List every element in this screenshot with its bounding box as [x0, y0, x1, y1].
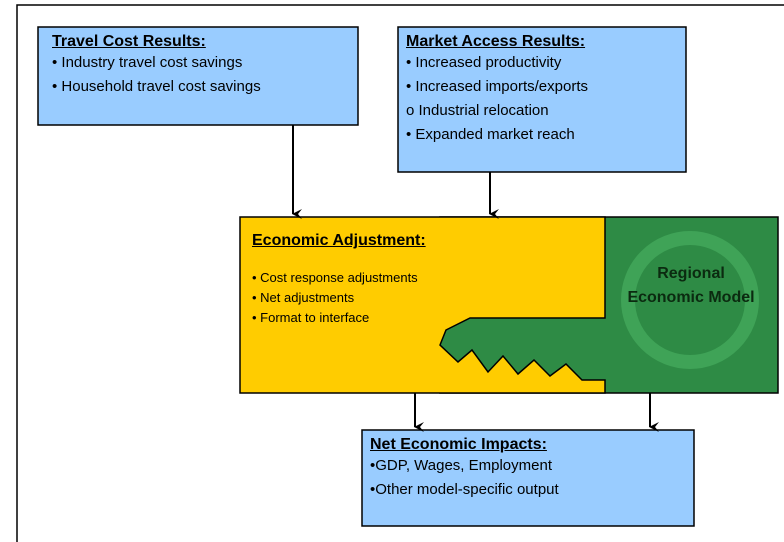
- regional-model-text: Regional Economic Model: [598, 262, 784, 310]
- market-access-text: Market Access Results: • Increased produ…: [406, 33, 588, 147]
- box-title: Market Access Results:: [406, 33, 586, 50]
- travel-cost-box: [37, 26, 359, 126]
- frame: [16, 4, 784, 542]
- travel-cost-text: Travel Cost Results: • Industry travel c…: [52, 33, 261, 99]
- box-title: Net Economic Impacts:: [370, 436, 547, 453]
- bullet: • Increased productivity: [406, 54, 562, 71]
- bullet: • Net adjustments: [252, 290, 355, 305]
- bullet: • Increased imports/exports: [406, 78, 588, 95]
- model-watermark: [621, 231, 759, 369]
- bullet: • Cost response adjustments: [252, 270, 418, 285]
- bullet: o Industrial relocation: [406, 102, 549, 119]
- economic-adjustment-box: [239, 216, 606, 394]
- bullet: • Expanded market reach: [406, 126, 575, 143]
- bullet: • Household travel cost savings: [52, 78, 261, 95]
- box-title: Economic Adjustment:: [252, 232, 426, 249]
- box-title: Travel Cost Results:: [52, 33, 206, 50]
- net-impacts-text: Net Economic Impacts: •GDP, Wages, Emplo…: [370, 436, 559, 502]
- economic-adjustment-text: Economic Adjustment: • Cost response adj…: [252, 232, 426, 328]
- bullet: •GDP, Wages, Employment: [370, 457, 552, 474]
- bullet: • Format to interface: [252, 310, 370, 325]
- net-impacts-box: [361, 429, 695, 527]
- market-access-box: [397, 26, 687, 173]
- bullet: • Industry travel cost savings: [52, 54, 243, 71]
- model-line: Regional: [657, 265, 725, 282]
- model-line: Economic Model: [627, 289, 755, 306]
- bullet: •Other model-specific output: [370, 481, 559, 498]
